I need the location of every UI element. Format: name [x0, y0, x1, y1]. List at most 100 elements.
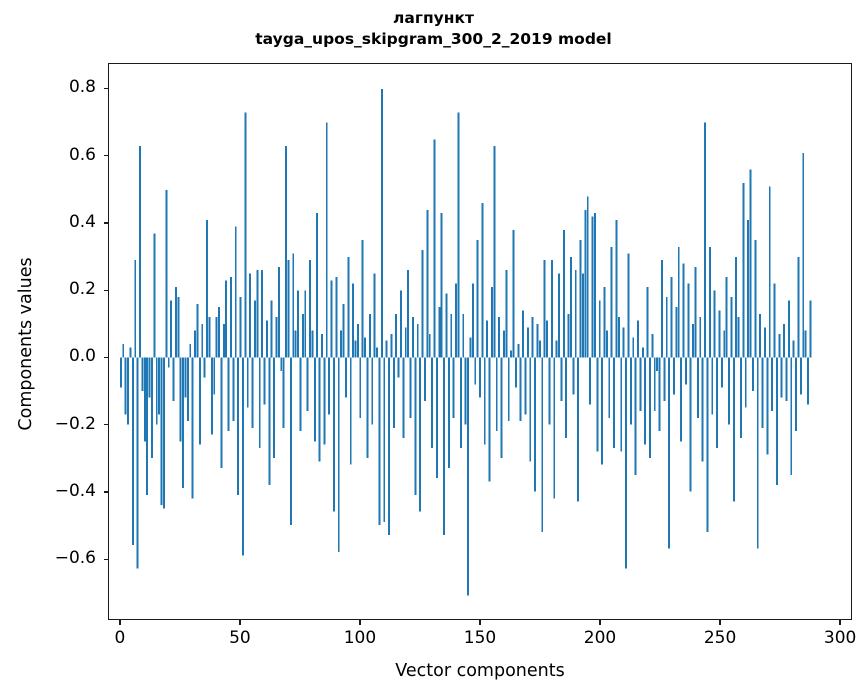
bar: [342, 303, 345, 358]
bar: [373, 273, 376, 358]
bar: [294, 330, 297, 358]
bar: [251, 357, 254, 428]
y-axis-tick-label: 0.4: [68, 211, 96, 232]
bar: [213, 357, 216, 395]
bar: [127, 357, 129, 425]
bar: [483, 357, 486, 445]
y-axis-tick-label: −0.2: [54, 413, 96, 434]
x-axis-tick-mark: [119, 620, 121, 625]
bar: [730, 297, 733, 358]
bar: [689, 357, 692, 492]
bar: [321, 333, 323, 358]
bar: [797, 256, 800, 358]
bar: [277, 266, 280, 358]
bar: [708, 246, 711, 358]
bar: [771, 357, 774, 412]
x-axis-label: Vector components: [395, 661, 565, 681]
bar: [680, 357, 683, 442]
bar: [593, 213, 596, 358]
bar: [775, 357, 778, 485]
bar: [309, 260, 311, 358]
bar: [766, 357, 769, 455]
bar: [146, 357, 149, 495]
bar: [318, 357, 321, 462]
bar: [625, 357, 628, 569]
bar: [723, 330, 726, 358]
bar: [361, 240, 364, 358]
bar: [526, 327, 529, 358]
bar: [285, 146, 288, 358]
bar: [596, 357, 599, 452]
bar: [352, 283, 355, 358]
bar: [129, 347, 132, 358]
bar: [471, 283, 474, 358]
bar: [610, 246, 613, 358]
bar: [728, 357, 730, 425]
bar: [292, 253, 295, 358]
bar: [431, 357, 434, 448]
bar: [160, 357, 163, 505]
bar: [622, 327, 625, 358]
bar: [177, 297, 180, 358]
bar: [194, 330, 197, 358]
chart-title: лагпункт tayga_upos_skipgram_300_2_2019 …: [0, 8, 867, 50]
bar: [469, 337, 472, 358]
bar: [265, 320, 268, 358]
bar: [165, 189, 168, 358]
bar: [694, 266, 697, 358]
y-axis-tick-label: 0.8: [68, 77, 96, 98]
x-axis-tick-mark: [599, 620, 601, 625]
y-axis-tick-label: 0.0: [68, 346, 96, 367]
bar: [158, 357, 161, 415]
bar: [404, 327, 407, 358]
bar: [502, 330, 505, 358]
bar: [617, 317, 620, 358]
bar: [261, 270, 264, 358]
bar: [656, 357, 659, 371]
bar: [330, 280, 333, 358]
bar: [162, 357, 165, 509]
bar: [196, 303, 199, 358]
bar: [172, 357, 175, 402]
bar: [450, 313, 453, 358]
bar: [457, 112, 460, 358]
bar: [337, 357, 340, 552]
bar: [234, 226, 237, 358]
chart-title-line-2: tayga_upos_skipgram_300_2_2019 model: [255, 30, 612, 48]
bar: [232, 357, 235, 422]
bar: [124, 357, 127, 415]
bar: [799, 357, 802, 395]
bar: [649, 357, 651, 459]
bar: [792, 340, 795, 358]
y-axis-tick-label: 0.6: [68, 144, 96, 165]
bar: [747, 219, 750, 358]
bar: [538, 340, 541, 358]
bar: [218, 307, 220, 358]
x-axis-tick-label: 0: [114, 628, 126, 648]
bar: [313, 357, 316, 442]
bar: [529, 357, 532, 462]
bar: [332, 357, 335, 512]
bar: [438, 307, 441, 358]
bar: [713, 290, 716, 358]
bar: [131, 357, 134, 546]
bar: [141, 357, 144, 391]
bar: [347, 256, 350, 358]
bar: [445, 293, 448, 358]
bar: [783, 323, 786, 358]
bar: [349, 357, 352, 465]
bar: [474, 357, 477, 385]
bar: [440, 213, 443, 358]
bar: [531, 317, 534, 358]
bar: [548, 357, 551, 425]
bar: [749, 169, 752, 358]
bar: [514, 357, 517, 388]
bar: [522, 310, 525, 358]
bar: [443, 357, 446, 536]
bar: [203, 357, 206, 378]
bar: [368, 313, 371, 358]
bar: [148, 357, 151, 398]
bar: [275, 317, 278, 358]
bar: [419, 357, 422, 512]
